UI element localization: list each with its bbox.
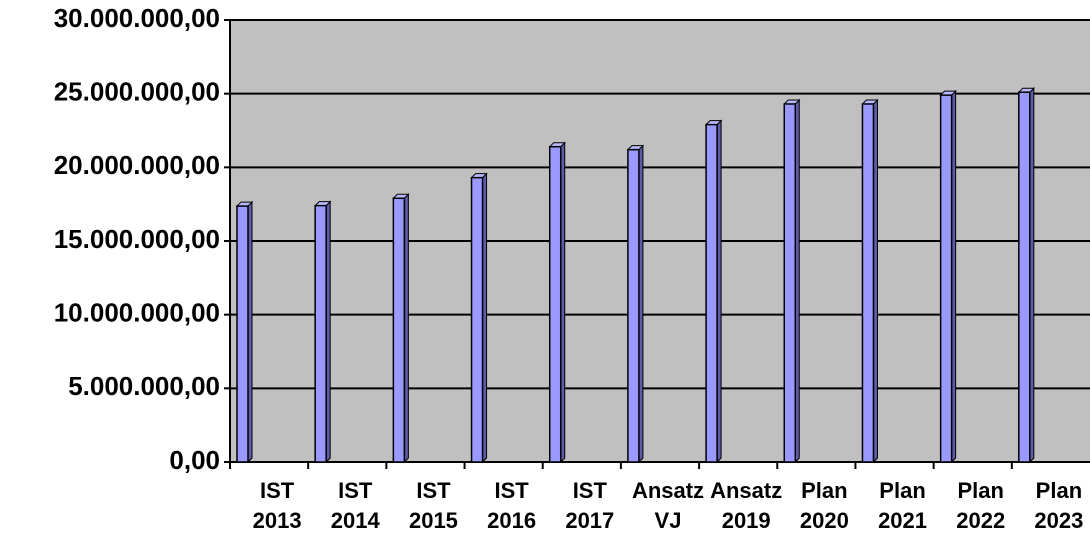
bar xyxy=(392,197,406,463)
x-tick-label: IST 2013 xyxy=(253,478,302,533)
x-tick-label: Ansatz VJ xyxy=(632,478,704,533)
bar xyxy=(939,94,953,463)
bar xyxy=(1018,91,1031,463)
y-tick-label: 10.000.000,00 xyxy=(54,298,220,328)
y-tick-label: 30.000.000,00 xyxy=(54,3,220,33)
x-tick-label: IST 2016 xyxy=(487,478,536,533)
y-tick-label: 5.000.000,00 xyxy=(68,371,220,401)
bar xyxy=(236,205,249,463)
bar xyxy=(470,176,484,463)
x-tick-label: Ansatz 2019 xyxy=(710,478,782,533)
bar xyxy=(705,123,718,463)
y-tick-label: 0,00 xyxy=(169,445,220,475)
y-tick-label: 15.000.000,00 xyxy=(54,224,220,254)
bar xyxy=(783,103,797,463)
bar xyxy=(861,103,875,463)
x-tick-label: IST 2017 xyxy=(565,478,614,533)
x-tick-label: Plan 2023 xyxy=(1034,478,1083,533)
bar xyxy=(627,148,640,463)
x-tick-label: IST 2014 xyxy=(331,478,381,533)
y-tick-label: 25.000.000,00 xyxy=(54,77,220,107)
x-tick-label: Plan 2022 xyxy=(956,478,1005,533)
bar xyxy=(314,204,327,463)
bar xyxy=(548,145,562,463)
x-tick-label: IST 2015 xyxy=(409,478,458,533)
x-tick-label: Plan 2020 xyxy=(800,478,849,533)
x-tick-label: Plan 2021 xyxy=(878,478,927,533)
y-tick-label: 20.000.000,00 xyxy=(54,150,220,180)
